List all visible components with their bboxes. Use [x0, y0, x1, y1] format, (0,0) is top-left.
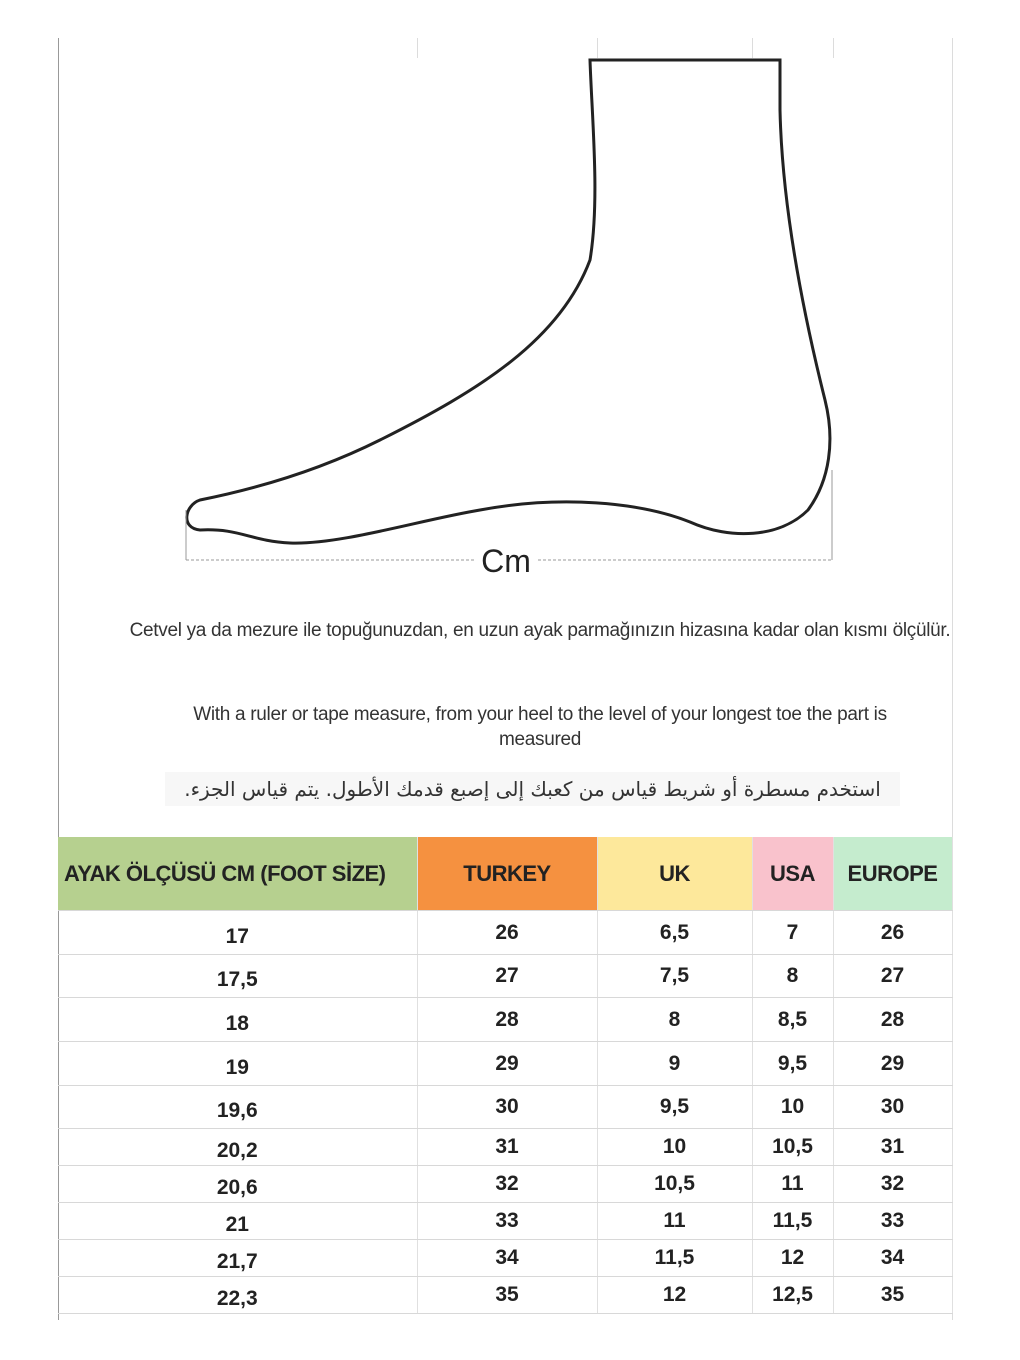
cell-usa: 11,5: [752, 1202, 834, 1240]
cell-turkey: 33: [417, 1202, 598, 1240]
cell-foot-size-cm: 20,2: [58, 1128, 418, 1166]
cell-usa: 12: [752, 1239, 834, 1277]
cell-foot-size-cm: 21: [58, 1202, 418, 1240]
grid-line: [833, 38, 834, 58]
header-foot-size-cm: AYAK ÖLÇÜSÜ CM (FOOT SİZE): [58, 837, 418, 911]
grid-line: [752, 38, 753, 58]
table-row: 19 29 9 9,5 29: [58, 1041, 953, 1086]
size-table: AYAK ÖLÇÜSÜ CM (FOOT SİZE) TURKEY UK USA EUR…: [58, 837, 953, 1314]
cell-foot-size-cm: 19,6: [58, 1085, 418, 1129]
cell-uk: 6,5: [597, 910, 753, 955]
table-row: 18 28 8 8,5 28: [58, 997, 953, 1042]
instruction-turkish: Cetvel ya da mezure ile topuğunuzdan, en…: [129, 620, 951, 641]
table-row: 21 33 11 11,5 33: [58, 1202, 953, 1240]
cell-europe: 35: [833, 1276, 953, 1314]
grid-line: [417, 38, 418, 58]
cell-turkey: 32: [417, 1165, 598, 1203]
cell-europe: 32: [833, 1165, 953, 1203]
cell-turkey: 30: [417, 1085, 598, 1129]
cell-turkey: 34: [417, 1239, 598, 1277]
cell-europe: 28: [833, 997, 953, 1042]
cell-usa: 10,5: [752, 1128, 834, 1166]
cell-usa: 7: [752, 910, 834, 955]
table-row: 17,5 27 7,5 8 27: [58, 954, 953, 998]
header-uk: UK: [597, 837, 753, 911]
cell-turkey: 27: [417, 954, 598, 998]
instruction-english: With a ruler or tape measure, from your …: [193, 704, 887, 750]
cell-usa: 8: [752, 954, 834, 998]
grid-line: [597, 38, 598, 58]
cell-uk: 11: [597, 1202, 753, 1240]
cell-foot-size-cm: 20,6: [58, 1165, 418, 1203]
cell-uk: 11,5: [597, 1239, 753, 1277]
cell-europe: 26: [833, 910, 953, 955]
measure-label: Cm: [481, 543, 531, 579]
left-border: [58, 38, 59, 1320]
cell-europe: 27: [833, 954, 953, 998]
cell-usa: 12,5: [752, 1276, 834, 1314]
cell-foot-size-cm: 18: [58, 997, 418, 1042]
cell-usa: 9,5: [752, 1041, 834, 1086]
cell-turkey: 29: [417, 1041, 598, 1086]
cell-turkey: 35: [417, 1276, 598, 1314]
cell-uk: 12: [597, 1276, 753, 1314]
cell-usa: 10: [752, 1085, 834, 1129]
cell-uk: 9,5: [597, 1085, 753, 1129]
cell-foot-size-cm: 21,7: [58, 1239, 418, 1277]
table-row: 20,2 31 10 10,5 31: [58, 1128, 953, 1166]
table-row: 21,7 34 11,5 12 34: [58, 1239, 953, 1277]
cell-europe: 33: [833, 1202, 953, 1240]
header-row: AYAK ÖLÇÜSÜ CM (FOOT SİZE) TURKEY UK USA EUR…: [58, 837, 953, 911]
cell-usa: 11: [752, 1165, 834, 1203]
cell-europe: 29: [833, 1041, 953, 1086]
cell-foot-size-cm: 17: [58, 910, 418, 955]
table-row: 19,6 30 9,5 10 30: [58, 1085, 953, 1129]
foot-outline: [185, 58, 832, 545]
grid-line: [952, 38, 953, 1320]
cell-foot-size-cm: 17,5: [58, 954, 418, 998]
cell-foot-size-cm: 19: [58, 1041, 418, 1086]
table-row: 20,6 32 10,5 11 32: [58, 1165, 953, 1203]
cell-europe: 34: [833, 1239, 953, 1277]
header-europe: EUROPE: [833, 837, 953, 911]
foot-outline-illustration: Cm: [185, 58, 833, 579]
cell-uk: 8: [597, 997, 753, 1042]
cell-turkey: 31: [417, 1128, 598, 1166]
header-turkey: TURKEY: [417, 837, 598, 911]
table-row: 17 26 6,5 7 26: [58, 910, 953, 955]
cell-uk: 7,5: [597, 954, 753, 998]
header-usa: USA: [752, 837, 834, 911]
cell-foot-size-cm: 22,3: [58, 1276, 418, 1314]
cell-turkey: 26: [417, 910, 598, 955]
cell-turkey: 28: [417, 997, 598, 1042]
cell-uk: 10,5: [597, 1165, 753, 1203]
cell-uk: 10: [597, 1128, 753, 1166]
instruction-arabic: استخدم مسطرة أو شريط قياس من كعبك إلى إص…: [165, 772, 900, 806]
cell-europe: 30: [833, 1085, 953, 1129]
cell-uk: 9: [597, 1041, 753, 1086]
table-row: 22,3 35 12 12,5 35: [58, 1276, 953, 1314]
cell-europe: 31: [833, 1128, 953, 1166]
cell-usa: 8,5: [752, 997, 834, 1042]
